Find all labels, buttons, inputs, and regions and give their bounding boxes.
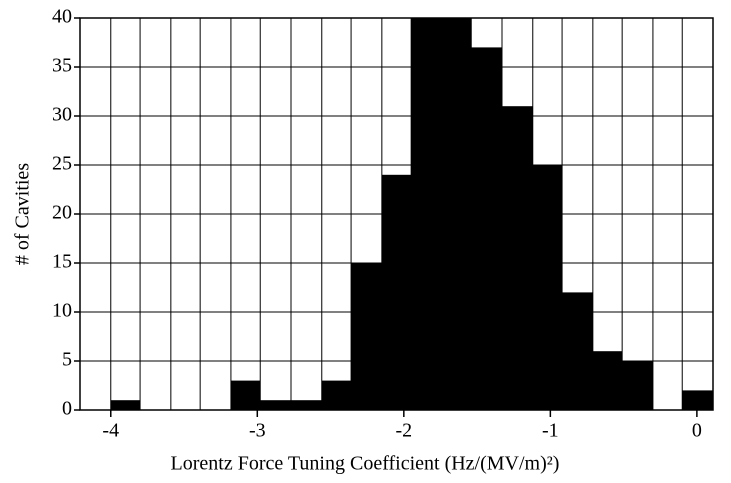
- bar: [381, 174, 412, 410]
- y-tick-label: 20: [52, 202, 72, 224]
- y-tick-label: 35: [52, 55, 72, 77]
- x-tick-label: -3: [249, 420, 266, 442]
- y-tick-label: 0: [62, 398, 72, 420]
- y-tick-label: 5: [62, 349, 72, 371]
- bar: [291, 400, 322, 410]
- plot-frame: [79, 17, 714, 411]
- bar: [321, 380, 352, 410]
- bar: [441, 18, 472, 410]
- bar: [230, 380, 261, 410]
- bar: [260, 400, 291, 410]
- y-tick-label: 40: [52, 6, 72, 28]
- y-tick-label: 30: [52, 104, 72, 126]
- bar: [351, 263, 382, 410]
- y-axis-label: # of Cavities: [12, 163, 34, 265]
- bar: [110, 400, 141, 410]
- x-tick-label: -1: [542, 420, 559, 442]
- bar: [502, 106, 533, 410]
- x-tick-label: 0: [692, 420, 702, 442]
- bar: [592, 351, 623, 410]
- bar: [562, 292, 593, 410]
- x-tick-label: -4: [102, 420, 119, 442]
- bar: [622, 361, 653, 410]
- bar: [411, 18, 442, 410]
- y-tick-label: 25: [52, 153, 72, 175]
- x-tick-label: -2: [395, 420, 412, 442]
- y-tick-label: 15: [52, 251, 72, 273]
- y-tick-label: 10: [52, 300, 72, 322]
- bar: [471, 47, 502, 411]
- bar: [682, 390, 713, 410]
- x-axis-label: Lorentz Force Tuning Coefficient (Hz/(MV…: [171, 453, 560, 475]
- bar: [532, 165, 563, 410]
